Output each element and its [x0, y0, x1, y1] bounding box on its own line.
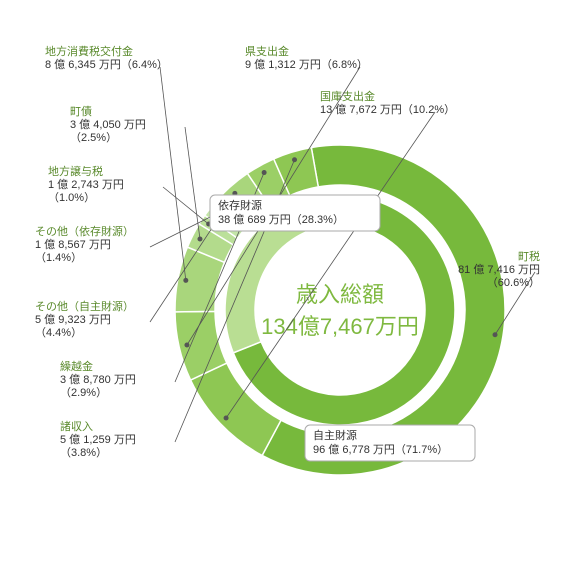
- slice-label-value: 3 億 8,780 万円: [60, 373, 136, 386]
- slice-label-pct: （2.9%）: [60, 386, 107, 399]
- slice-label-value: 5 億 1,259 万円: [60, 433, 136, 446]
- inner-box-title: 依存財源: [218, 198, 262, 212]
- revenue-donut-chart: 歳入総額 134億7,467万円 町税81 億 7,416 万円（60.6%） 国庫支…: [0, 0, 566, 567]
- slice-label-value: 8 億 6,345 万円（6.4%）: [45, 58, 168, 71]
- slice-label-pct: （60.6%）: [487, 276, 540, 289]
- inner-box-value: 96 億 6,778 万円（71.7%）: [313, 443, 448, 456]
- slice-label-value: 1 億 8,567 万円: [35, 238, 111, 251]
- slice-label-value: 1 億 2,743 万円: [48, 178, 124, 191]
- center-amount: 134億7,467万円: [261, 314, 419, 339]
- slice-label-pct: （2.5%）: [70, 131, 117, 144]
- slice-label-value: 9 億 1,312 万円（6.8%）: [245, 58, 368, 71]
- slice-label-title: その他（依存財源）: [35, 224, 134, 238]
- inner-box-value: 38 億 689 万円（28.3%）: [218, 213, 344, 226]
- inner-box-title: 自主財源: [313, 428, 357, 442]
- slice-label-value: 81 億 7,416 万円: [458, 263, 540, 276]
- slice-label-title: 国庫支出金: [320, 89, 375, 103]
- lead-line: [185, 127, 200, 239]
- slice-label-value: 5 億 9,323 万円: [35, 313, 111, 326]
- slice-label-title: 県支出金: [245, 44, 289, 58]
- slice-label-title: 町債: [70, 104, 92, 118]
- slice-label-title: 繰越金: [60, 359, 93, 373]
- slice-label-pct: （3.8%）: [60, 446, 107, 459]
- slice-label-title: 地方消費税交付金: [45, 44, 133, 58]
- slice-label-title: 地方譲与税: [48, 164, 103, 178]
- slice-label-pct: （1.0%）: [48, 191, 95, 204]
- lead-line: [160, 67, 186, 280]
- slice-label-title: 諸収入: [60, 419, 93, 433]
- slice-label-pct: （1.4%）: [35, 251, 82, 264]
- slice-label-pct: （4.4%）: [35, 326, 82, 339]
- slice-label-title: その他（自主財源）: [35, 299, 134, 313]
- slice-label-value: 3 億 4,050 万円: [70, 118, 146, 131]
- lead-line: [163, 187, 209, 224]
- slice-label-title: 町税: [518, 249, 540, 263]
- center-title: 歳入総額: [296, 282, 384, 307]
- slice-label-value: 13 億 7,672 万円（10.2%）: [320, 103, 455, 116]
